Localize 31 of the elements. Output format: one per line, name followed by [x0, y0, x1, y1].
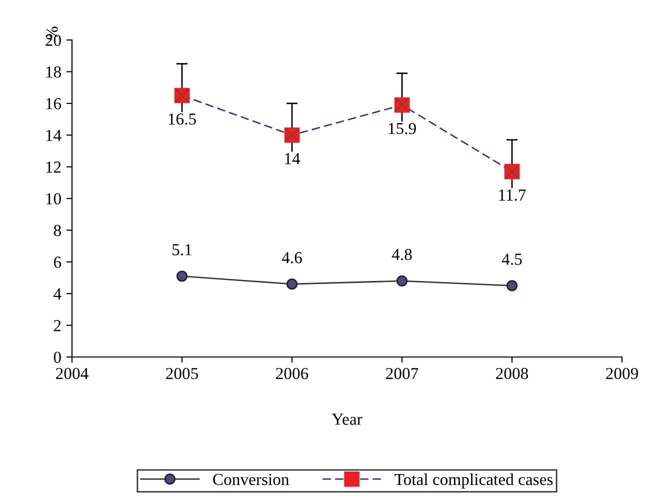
point — [286, 278, 298, 290]
x-tick-label: 2004 — [56, 368, 88, 380]
legend-label: Conversion — [213, 474, 290, 486]
data-label: 14 — [285, 153, 300, 164]
y-tick-label: 6 — [54, 256, 62, 268]
x-tick-label: 2006 — [276, 368, 308, 380]
y-tick-label: 4 — [54, 288, 62, 300]
y-tick-label: 8 — [54, 224, 61, 236]
data-label: 4.8 — [392, 248, 412, 260]
data-label: 11.7 — [499, 190, 526, 201]
data-label: 4.6 — [282, 252, 302, 264]
x-tick-label: 2007 — [386, 368, 418, 380]
legend-label: Total complicated cases — [394, 473, 553, 488]
y-tick-label: 16 — [46, 98, 62, 110]
data-label: 5.1 — [172, 244, 192, 256]
point — [506, 280, 518, 292]
y-tick-label: 2 — [54, 320, 61, 332]
x-axis-title: Year — [332, 414, 362, 425]
y-tick-label: 14 — [46, 130, 62, 141]
x-tick-label: 2005 — [166, 368, 198, 380]
y-tick-label: 18 — [46, 66, 61, 78]
x-tick-label: 2008 — [496, 368, 528, 380]
data-label: 4.5 — [502, 254, 522, 265]
y-tick-label: 10 — [46, 193, 61, 204]
data-label: 15.9 — [388, 122, 416, 134]
point — [396, 275, 408, 286]
point — [176, 270, 188, 282]
y-tick-label: 12 — [46, 162, 61, 173]
y-tick-label: 0 — [54, 352, 61, 363]
data-label: 16.5 — [168, 113, 196, 125]
x-tick-label: 2009 — [606, 368, 638, 380]
